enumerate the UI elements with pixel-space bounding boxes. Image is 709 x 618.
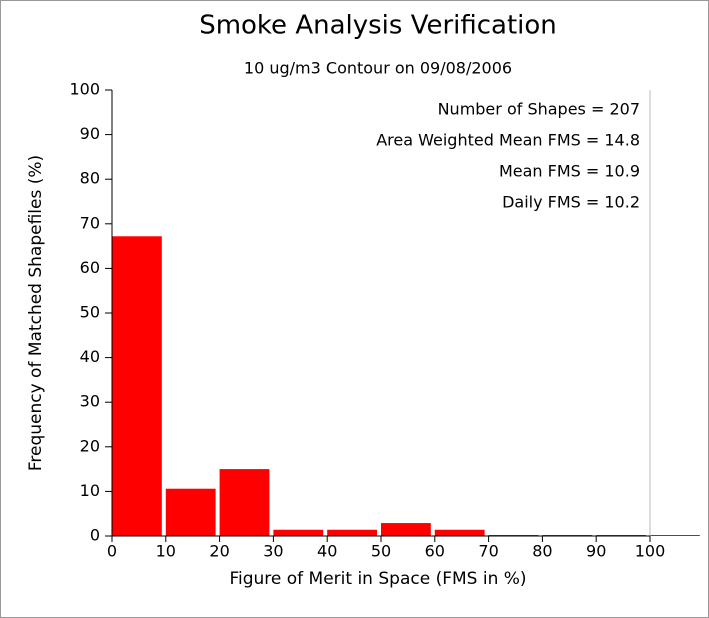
y-tick-label: 60	[80, 258, 100, 277]
y-axis-label: Frequency of Matched Shapefiles (%)	[26, 155, 46, 471]
y-tick-label: 10	[80, 481, 100, 500]
x-tick-label: 0	[107, 542, 117, 561]
x-tick-label: 70	[478, 542, 498, 561]
bar	[112, 236, 162, 536]
x-tick-label: 40	[317, 542, 337, 561]
bar	[219, 469, 270, 536]
chart-title: Smoke Analysis Verification	[199, 11, 557, 41]
annotation: Daily FMS = 10.2	[502, 193, 640, 212]
chart-subtitle: 10 ug/m3 Contour on 09/08/2006	[244, 59, 512, 78]
x-tick-label: 50	[371, 542, 391, 561]
y-tick-label: 70	[80, 213, 100, 232]
bar	[273, 529, 324, 536]
y-tick-label: 20	[80, 436, 100, 455]
annotation: Mean FMS = 10.9	[499, 162, 640, 181]
x-tick-label: 60	[425, 542, 445, 561]
x-tick-label: 20	[209, 542, 229, 561]
y-tick-label: 90	[80, 124, 100, 143]
bar	[327, 529, 377, 536]
y-tick-label: 80	[80, 169, 100, 188]
annotation: Area Weighted Mean FMS = 14.8	[376, 131, 640, 150]
bar	[381, 523, 431, 536]
x-axis-label: Figure of Merit in Space (FMS in %)	[229, 569, 526, 589]
x-tick-label: 30	[263, 542, 283, 561]
y-tick-label: 50	[80, 303, 100, 322]
y-tick-label: 30	[80, 392, 100, 411]
x-tick-label: 10	[156, 542, 176, 561]
x-tick-label: 80	[532, 542, 552, 561]
y-tick-label: 40	[80, 347, 100, 366]
x-tick-label: 100	[635, 542, 666, 561]
y-tick-label: 100	[69, 80, 100, 99]
annotation: Number of Shapes = 207	[438, 100, 640, 119]
bar	[650, 535, 700, 536]
x-tick-label: 90	[586, 542, 606, 561]
y-tick-label: 0	[90, 526, 100, 545]
bar	[434, 529, 485, 536]
bar	[165, 488, 216, 536]
